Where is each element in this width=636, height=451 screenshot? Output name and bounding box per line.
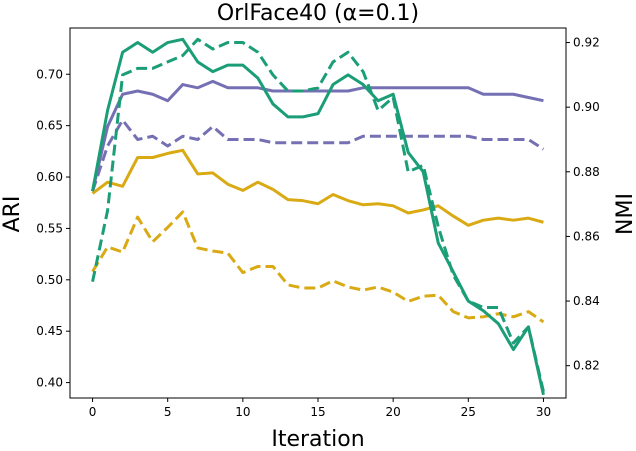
y-left-tick-label: 0.50 — [36, 273, 63, 287]
y-left-tick-label: 0.45 — [36, 324, 63, 338]
x-tick-label: 30 — [536, 405, 551, 419]
y-right-tick-label: 0.92 — [573, 36, 600, 50]
series-line-6-dashed — [91, 37, 545, 392]
plot-frame — [69, 27, 567, 399]
x-tick-label: 15 — [310, 405, 325, 419]
x-tick-label: 0 — [89, 405, 97, 419]
x-tick-label: 10 — [235, 405, 250, 419]
y-left-tick-label: 0.40 — [36, 376, 63, 390]
series-line-3-solid — [91, 148, 544, 227]
y-right-tick-label: 0.84 — [573, 294, 600, 308]
y-left-tick-label: 0.65 — [36, 119, 63, 133]
x-tick-label: 20 — [386, 405, 401, 419]
series-line-1-solid — [91, 79, 544, 192]
series-line-4-dashed — [91, 210, 545, 324]
axes-layer: 0 5 10 15 20 25 30 0.40 0.45 0.50 0.55 0.60 0.65 0.70… — [36, 27, 600, 419]
y-left-tick-label: 0.70 — [36, 67, 63, 81]
series-layer — [91, 37, 545, 396]
y-left-tick-label: 0.55 — [36, 221, 63, 235]
y-right-tick-label: 0.86 — [573, 229, 600, 243]
y-right-tick-label: 0.90 — [573, 100, 600, 114]
chart-title: OrlFace40 (α=0.1) — [217, 1, 419, 26]
y-axis-right-label: NMI — [613, 193, 636, 235]
x-tick-label: 5 — [164, 405, 172, 419]
y-right-tick-label: 0.88 — [573, 165, 600, 179]
y-right-tick-label: 0.82 — [573, 359, 600, 373]
x-tick-label: 25 — [461, 405, 476, 419]
series-line-2-dashed — [91, 118, 545, 192]
y-axis-left-label: ARI — [0, 196, 25, 233]
y-left-tick-label: 0.60 — [36, 170, 63, 184]
series-line-5-solid — [91, 37, 545, 396]
x-axis-label: Iteration — [271, 427, 364, 451]
